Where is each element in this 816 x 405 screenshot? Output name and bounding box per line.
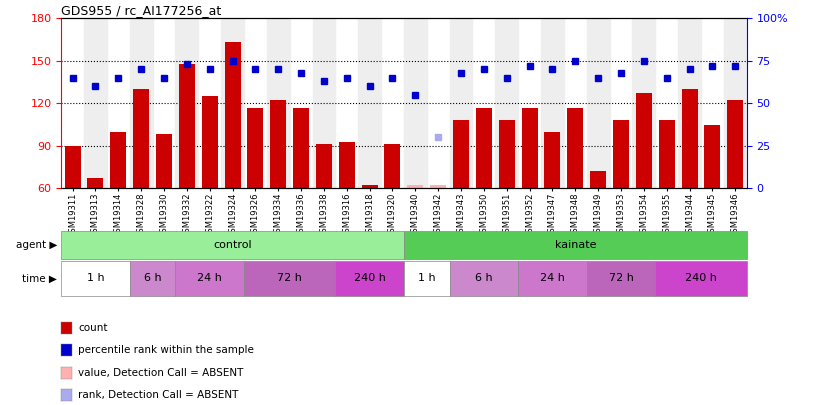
Bar xyxy=(632,18,655,188)
Text: 6 h: 6 h xyxy=(144,273,162,283)
Bar xyxy=(339,142,355,188)
Text: rank, Detection Call = ABSENT: rank, Detection Call = ABSENT xyxy=(78,390,239,400)
Text: 6 h: 6 h xyxy=(475,273,493,283)
Bar xyxy=(335,261,404,296)
Bar xyxy=(133,89,149,188)
Bar xyxy=(587,261,655,296)
Bar xyxy=(404,261,450,296)
Bar xyxy=(636,94,652,188)
Bar xyxy=(544,132,561,188)
Bar xyxy=(521,108,538,188)
Bar xyxy=(404,18,427,188)
Bar xyxy=(430,185,446,188)
Bar xyxy=(404,231,747,259)
Bar xyxy=(613,120,629,188)
Bar xyxy=(267,18,290,188)
Text: percentile rank within the sample: percentile rank within the sample xyxy=(78,345,255,355)
Bar xyxy=(727,100,743,188)
Bar xyxy=(495,18,518,188)
Text: count: count xyxy=(78,323,108,333)
Text: 1 h: 1 h xyxy=(86,273,104,283)
Bar xyxy=(681,89,698,188)
Text: kainate: kainate xyxy=(555,240,596,250)
Text: 1 h: 1 h xyxy=(418,273,436,283)
Bar xyxy=(384,145,401,188)
Text: 24 h: 24 h xyxy=(540,273,565,283)
Text: time ▶: time ▶ xyxy=(22,273,57,283)
Bar xyxy=(110,132,126,188)
Bar xyxy=(270,100,286,188)
Bar xyxy=(313,18,335,188)
Bar xyxy=(590,171,606,188)
Text: value, Detection Call = ABSENT: value, Detection Call = ABSENT xyxy=(78,368,244,377)
Bar xyxy=(659,120,675,188)
Bar xyxy=(293,108,309,188)
Text: 240 h: 240 h xyxy=(685,273,717,283)
Bar xyxy=(407,185,424,188)
Bar xyxy=(316,145,332,188)
Bar xyxy=(244,261,335,296)
Bar xyxy=(678,18,701,188)
Bar xyxy=(724,18,747,188)
Bar xyxy=(61,261,130,296)
Bar xyxy=(361,185,378,188)
Bar xyxy=(61,231,404,259)
Text: agent ▶: agent ▶ xyxy=(16,240,57,250)
Bar xyxy=(247,108,264,188)
Bar xyxy=(655,261,747,296)
Bar xyxy=(499,120,515,188)
Text: 240 h: 240 h xyxy=(353,273,386,283)
Bar xyxy=(87,178,104,188)
Bar xyxy=(202,96,218,188)
Bar xyxy=(179,64,195,188)
Text: control: control xyxy=(213,240,252,250)
Text: GDS955 / rc_AI177256_at: GDS955 / rc_AI177256_at xyxy=(61,4,221,17)
Bar xyxy=(476,108,492,188)
Bar xyxy=(175,18,198,188)
Bar xyxy=(156,134,172,188)
Bar xyxy=(518,261,587,296)
Bar xyxy=(64,146,81,188)
Text: 72 h: 72 h xyxy=(609,273,633,283)
Text: 72 h: 72 h xyxy=(277,273,302,283)
Bar xyxy=(450,261,518,296)
Bar xyxy=(704,125,721,188)
Bar xyxy=(224,43,241,188)
Bar xyxy=(587,18,610,188)
Bar xyxy=(221,18,244,188)
Bar xyxy=(358,18,381,188)
Bar xyxy=(541,18,564,188)
Bar xyxy=(453,120,469,188)
Bar xyxy=(84,18,107,188)
Bar xyxy=(567,108,583,188)
Bar xyxy=(175,261,244,296)
Bar xyxy=(130,18,153,188)
Text: 24 h: 24 h xyxy=(197,273,222,283)
Bar xyxy=(450,18,472,188)
Bar xyxy=(130,261,175,296)
